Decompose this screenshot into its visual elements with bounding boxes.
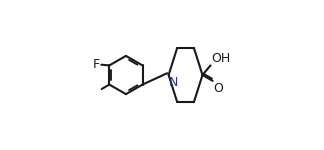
Text: F: F: [93, 58, 100, 71]
Text: OH: OH: [211, 52, 230, 65]
Text: N: N: [169, 76, 179, 89]
Text: O: O: [214, 82, 223, 95]
